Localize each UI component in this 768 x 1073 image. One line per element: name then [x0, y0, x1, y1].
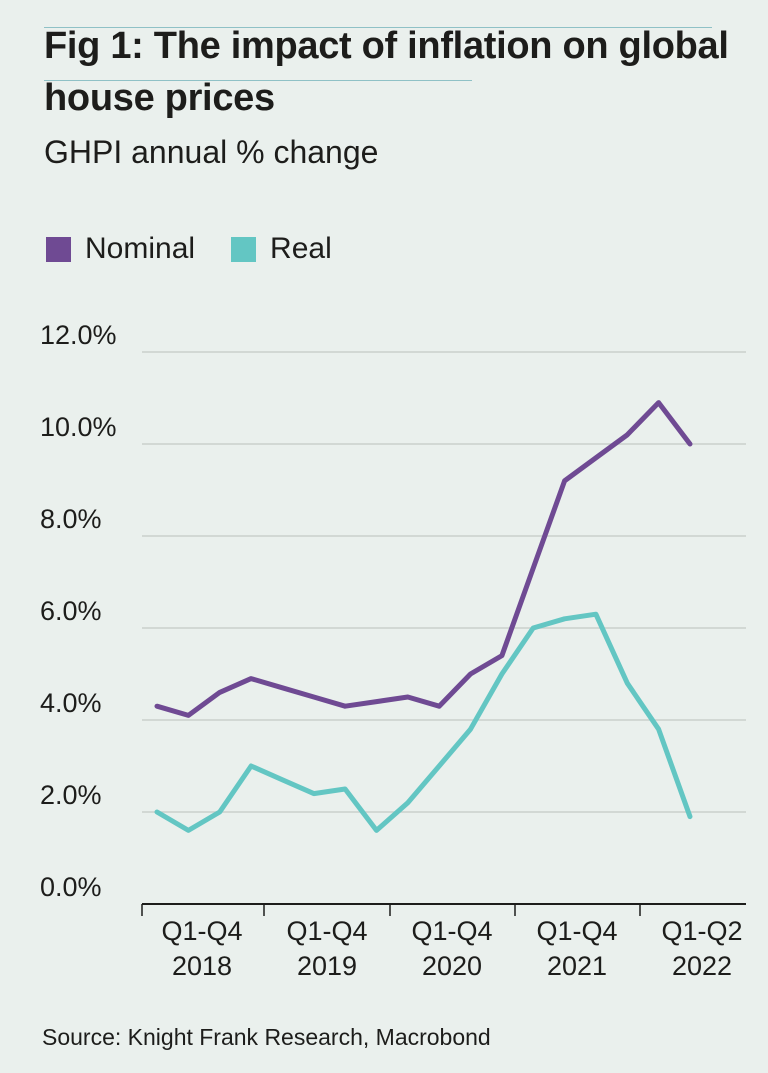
source-note: Source: Knight Frank Research, Macrobond	[42, 1024, 491, 1050]
x-tick-label-period: Q1-Q4	[161, 916, 242, 946]
title-mid-rule	[44, 80, 472, 81]
legend-item-real: Real	[231, 232, 332, 266]
x-tick-label-period: Q1-Q4	[536, 916, 617, 946]
legend-label-real: Real	[270, 232, 332, 265]
x-tick-label-year: 2018	[172, 951, 232, 981]
series-line-real	[154, 611, 693, 833]
y-tick-label: 6.0%	[40, 596, 102, 626]
legend-swatch-real	[231, 236, 257, 262]
title-top-rule	[44, 27, 712, 28]
x-tick-label-year: 2020	[422, 951, 482, 981]
grid-layer	[141, 351, 746, 916]
chart-title: Fig 1: The impact of inflation on global…	[44, 25, 729, 119]
legend-label-nominal: Nominal	[85, 232, 196, 265]
series-line-nominal	[154, 400, 693, 718]
x-tick-label-period: Q1-Q4	[411, 916, 492, 946]
y-tick-labels: 0.0% 2.0% 4.0% 6.0% 8.0% 10.0% 12.0%	[40, 320, 117, 902]
y-tick-label: 4.0%	[40, 688, 102, 718]
x-tick-label-year: 2021	[547, 951, 607, 981]
x-tick-label-period: Q1-Q2	[661, 916, 742, 946]
series-layer	[154, 400, 693, 833]
legend-item-nominal: Nominal	[46, 232, 195, 266]
x-tick-label-period: Q1-Q4	[286, 916, 367, 946]
y-tick-label: 12.0%	[40, 320, 117, 350]
chart-legend: Nominal Real	[46, 232, 368, 266]
y-tick-label: 10.0%	[40, 412, 117, 442]
chart-subtitle: GHPI annual % change	[44, 134, 379, 170]
x-tick-label-year: 2022	[672, 951, 732, 981]
x-tick-label-year: 2019	[297, 951, 357, 981]
legend-swatch-nominal	[46, 236, 71, 262]
y-tick-label: 0.0%	[40, 872, 102, 902]
x-tick-labels: Q1-Q4 2018 Q1-Q4 2019 Q1-Q4 2020 Q1-Q4 2021 Q1-Q…	[161, 916, 742, 981]
y-tick-label: 8.0%	[40, 504, 102, 534]
y-tick-label: 2.0%	[40, 780, 102, 810]
